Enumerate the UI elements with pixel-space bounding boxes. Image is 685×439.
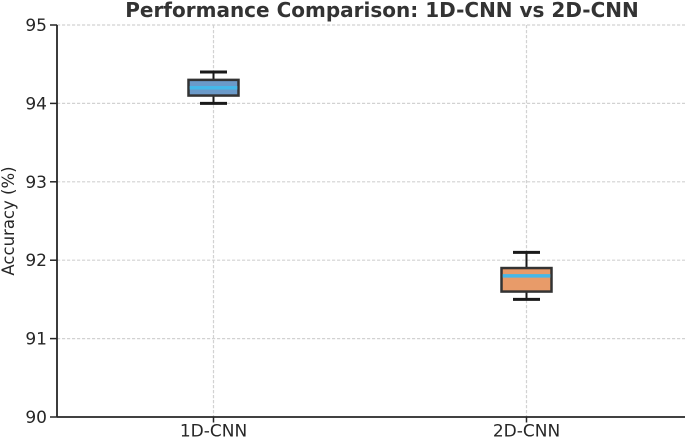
y-tick-label: 92 [25,251,47,271]
iqr-box [500,266,553,293]
chart-title: Performance Comparison: 1D-CNN vs 2D-CNN [125,0,639,22]
boxplot-1d-cnn [187,70,240,105]
y-tick-label: 95 [25,16,47,36]
x-tick-label: 1D-CNN [180,422,247,439]
gridlines [57,24,685,417]
axes [50,24,685,423]
tick-labels: 90 91 92 93 94 95 1D-CNN 2D-CNN [25,16,560,439]
y-tick-label: 94 [25,94,47,114]
y-tick-label: 90 [25,408,47,428]
boxplot-2d-cnn [500,250,553,301]
y-tick-label: 93 [25,173,47,193]
y-axis-label: Accuracy (%) [0,166,18,275]
y-tick-label: 91 [25,330,47,350]
x-tick-label: 2D-CNN [493,422,560,439]
box-series [187,70,553,301]
